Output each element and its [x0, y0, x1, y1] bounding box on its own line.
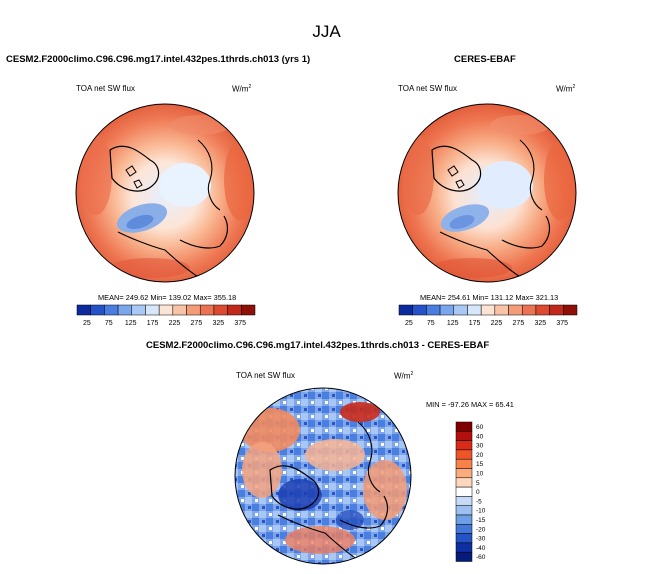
- panel-1-colorbar-swatch: [104, 304, 119, 316]
- panel-2-colorbar-tick-label: 125: [447, 320, 459, 327]
- diff-title: CESM2.F2000climo.C96.C96.mg17.intel.432p…: [146, 340, 490, 351]
- panel-2-colorbar-swatch: [535, 304, 550, 316]
- diff-colorbar-tick-label: -15: [476, 517, 486, 524]
- panel-1-colorbar-swatch: [76, 304, 91, 316]
- diff-units: W/m2: [394, 371, 414, 381]
- diff-colorbar-swatch: [455, 458, 473, 469]
- diff-colorbar-tick-label: 30: [476, 443, 484, 450]
- diff-colorbar-tick-label: 20: [476, 452, 484, 459]
- diff-colorbar-swatch: [455, 496, 473, 506]
- diff-colorbar-tick-label: 60: [476, 424, 484, 431]
- diff-colorbar-swatch: [455, 542, 473, 553]
- panel-1-colorbar-tick-label: 125: [125, 320, 137, 327]
- diff-colorbar-swatch: [455, 440, 473, 451]
- diff-colorbar-swatch: [455, 486, 473, 497]
- panel-2-colorbar-tick-label: 175: [469, 320, 481, 327]
- panel-2-colorbar-tick-label: 25: [405, 320, 413, 327]
- diff-colorbar-tick-label: -30: [476, 536, 486, 543]
- panel-1-colorbar-swatch: [227, 304, 242, 316]
- diff-colorbar-tick-label: -20: [476, 526, 486, 533]
- panel-2-colorbar-swatch: [508, 304, 523, 316]
- panel-1-variable: TOA net SW flux: [76, 84, 135, 93]
- diff-colorbar-tick-label: 40: [476, 433, 484, 440]
- panel-1-colorbar-swatch: [199, 304, 215, 316]
- panel-2-variable: TOA net SW flux: [398, 84, 457, 93]
- panel-2-units: W/m2: [556, 84, 576, 94]
- panel-2-colorbar-tick-label: 75: [427, 320, 435, 327]
- panel-1-colorbar-swatch: [172, 304, 187, 316]
- panel-2-colorbar-swatch: [521, 304, 537, 316]
- panel-1-colorbar-tick-label: 375: [234, 320, 246, 327]
- diff-colorbar-swatch: [455, 551, 473, 562]
- panel-1-title: CESM2.F2000climo.C96.C96.mg17.intel.432p…: [6, 54, 311, 65]
- panel-1-colorbar-tick-label: 175: [147, 320, 159, 327]
- panel-2-colorbar-swatch: [494, 304, 509, 316]
- panel-1-colorbar-tick-label: 25: [83, 320, 91, 327]
- panel-1-colorbar-swatch: [131, 304, 146, 316]
- panel-1-colorbar-tick-label: 325: [212, 320, 224, 327]
- panel-2-colorbar-swatch: [563, 304, 578, 316]
- panel-2-title: CERES-EBAF: [454, 54, 516, 65]
- panel-1-colorbar-swatch: [241, 304, 256, 316]
- panel-1-stats: MEAN= 249.62 Min= 139.02 Max= 355.18: [98, 293, 237, 302]
- panel-1-colorbar-swatch: [117, 304, 133, 316]
- diff-colorbar-tick-label: -60: [476, 554, 486, 561]
- diff-colorbar-tick-label: 5: [476, 480, 480, 487]
- panel-2-colorbar-swatch: [480, 304, 496, 316]
- panel-2-colorbar-swatch: [412, 304, 427, 316]
- panel-2-colorbar-tick-label: 325: [534, 320, 546, 327]
- panel-1-units: W/m2: [232, 84, 252, 94]
- panel-2-colorbar-tick-label: 225: [491, 320, 503, 327]
- diff-colorbar-swatch: [455, 468, 473, 479]
- panel-2-colorbar: 25 75 125 175 225 275 325 375: [398, 304, 578, 327]
- diff-colorbar-swatch: [455, 431, 473, 441]
- diff-colorbar-swatch: [455, 524, 473, 534]
- panel-1-colorbar-swatch: [158, 304, 174, 316]
- panel-2-colorbar-swatch: [549, 304, 564, 316]
- panel-2-stats: MEAN= 254.61 Min= 131.12 Max= 321.13: [420, 293, 559, 302]
- diff-stats: MIN = -97.26 MAX = 65.41: [426, 400, 514, 409]
- diff-colorbar-swatch: [455, 505, 473, 516]
- diff-colorbar-swatch: [455, 533, 473, 544]
- panel-2-colorbar-swatch: [467, 304, 482, 316]
- panel-1-colorbar-tick-label: 275: [191, 320, 203, 327]
- diff-colorbar-tick-label: 0: [476, 489, 480, 496]
- figure-title: JJA: [312, 22, 341, 41]
- panel-1-colorbar-tick-label: 225: [169, 320, 181, 327]
- diff-colorbar-swatch: [455, 477, 473, 488]
- panel-2-colorbar-tick-label: 375: [556, 320, 568, 327]
- panel-1-colorbar-swatch: [213, 304, 228, 316]
- panel-1-colorbar-swatch: [90, 304, 105, 316]
- panel-2-colorbar-tick-label: 275: [513, 320, 525, 327]
- diff-colorbar: 60 40 30 20 15 10 5 0 -5 -10 -15 -20 -30 -40 -60: [455, 421, 486, 562]
- panel-1-colorbar-swatch: [186, 304, 201, 316]
- panel-1-colorbar-tick-label: 75: [105, 320, 113, 327]
- diff-colorbar-tick-label: -10: [476, 508, 486, 515]
- diff-colorbar-tick-label: -40: [476, 545, 486, 552]
- diff-colorbar-swatch: [455, 514, 473, 525]
- panel-2-colorbar-swatch: [439, 304, 455, 316]
- diff-colorbar-tick-label: 10: [476, 470, 484, 477]
- diff-colorbar-swatch: [455, 421, 473, 432]
- diff-colorbar-swatch: [455, 449, 473, 460]
- panel-2-colorbar-swatch: [398, 304, 413, 316]
- diff-colorbar-tick-label: 15: [476, 461, 484, 468]
- diff-colorbar-tick-label: -5: [476, 498, 482, 505]
- panel-1-colorbar-swatch: [145, 304, 160, 316]
- diff-variable: TOA net SW flux: [236, 371, 295, 380]
- panel-2-colorbar-swatch: [453, 304, 468, 316]
- panel-2-colorbar-swatch: [426, 304, 441, 316]
- panel-1-colorbar: 25 75 125 175 225 275 325 375: [76, 304, 256, 327]
